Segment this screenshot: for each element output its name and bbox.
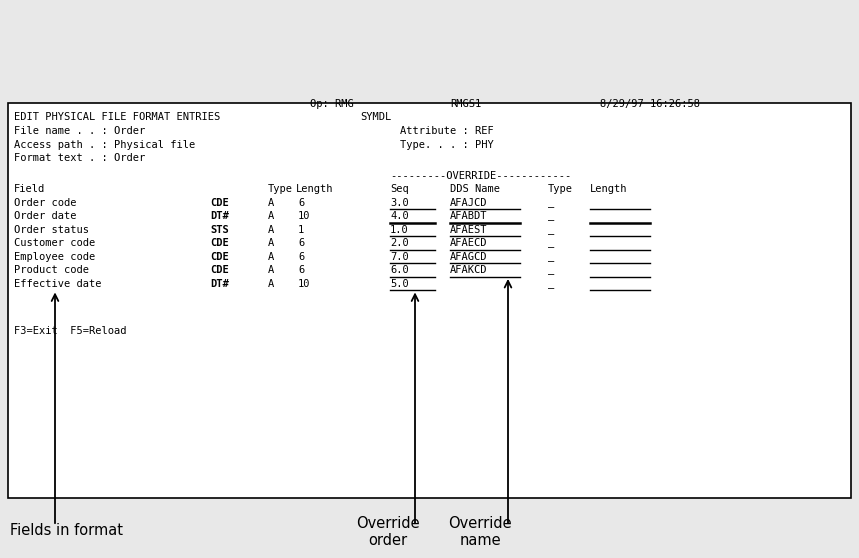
- Text: _: _: [548, 238, 554, 248]
- Text: _: _: [548, 198, 554, 208]
- Text: Order status: Order status: [14, 224, 89, 234]
- Text: DT#: DT#: [210, 211, 228, 221]
- Text: File name . . : Order: File name . . : Order: [14, 126, 145, 136]
- Text: Access path . : Physical file: Access path . : Physical file: [14, 140, 195, 150]
- Text: A: A: [268, 198, 274, 208]
- Text: DDS Name: DDS Name: [450, 184, 500, 194]
- Text: 6.0: 6.0: [390, 265, 409, 275]
- Text: Order date: Order date: [14, 211, 76, 221]
- Text: 5.0: 5.0: [390, 278, 409, 288]
- Text: _: _: [548, 252, 554, 262]
- Text: 7.0: 7.0: [390, 252, 409, 262]
- Text: CDE: CDE: [210, 198, 228, 208]
- Text: AFAEST: AFAEST: [450, 224, 488, 234]
- Text: A: A: [268, 252, 274, 262]
- Text: Format text . : Order: Format text . : Order: [14, 153, 145, 163]
- Text: STS: STS: [210, 224, 228, 234]
- Text: EDIT PHYSICAL FILE FORMAT ENTRIES: EDIT PHYSICAL FILE FORMAT ENTRIES: [14, 113, 220, 123]
- Text: AFAGCD: AFAGCD: [450, 252, 488, 262]
- Text: DT#: DT#: [210, 278, 228, 288]
- Text: Effective date: Effective date: [14, 278, 101, 288]
- Text: A: A: [268, 211, 274, 221]
- Text: _: _: [548, 224, 554, 234]
- Text: Type: Type: [268, 184, 293, 194]
- Text: AFAKCD: AFAKCD: [450, 265, 488, 275]
- Text: A: A: [268, 265, 274, 275]
- Text: 1.0: 1.0: [390, 224, 409, 234]
- Text: ---------OVERRIDE------------: ---------OVERRIDE------------: [390, 171, 571, 181]
- Text: Override
name: Override name: [448, 516, 512, 548]
- Text: 6: 6: [298, 252, 304, 262]
- Text: _: _: [548, 265, 554, 275]
- Text: 10: 10: [298, 278, 310, 288]
- Text: 6: 6: [298, 265, 304, 275]
- Text: Seq: Seq: [390, 184, 409, 194]
- Text: CDE: CDE: [210, 238, 228, 248]
- Text: CDE: CDE: [210, 252, 228, 262]
- Text: 6: 6: [298, 238, 304, 248]
- Text: Op: RMG: Op: RMG: [310, 99, 354, 109]
- Text: Fields in format: Fields in format: [10, 523, 123, 538]
- Text: Order code: Order code: [14, 198, 76, 208]
- Text: 4.0: 4.0: [390, 211, 409, 221]
- Text: _: _: [548, 211, 554, 221]
- Text: 3.0: 3.0: [390, 198, 409, 208]
- Text: RMGS1: RMGS1: [450, 99, 481, 109]
- Text: AFAJCD: AFAJCD: [450, 198, 488, 208]
- Text: Type: Type: [548, 184, 573, 194]
- Text: Product code: Product code: [14, 265, 89, 275]
- Text: CDE: CDE: [210, 265, 228, 275]
- Text: AFABDT: AFABDT: [450, 211, 488, 221]
- Text: AFAECD: AFAECD: [450, 238, 488, 248]
- Text: SYMDL: SYMDL: [360, 113, 391, 123]
- Text: Employee code: Employee code: [14, 252, 95, 262]
- Text: 6: 6: [298, 198, 304, 208]
- Text: A: A: [268, 224, 274, 234]
- Text: Length: Length: [590, 184, 628, 194]
- Text: 10: 10: [298, 211, 310, 221]
- Text: Customer code: Customer code: [14, 238, 95, 248]
- Text: Field: Field: [14, 184, 46, 194]
- Text: 2.0: 2.0: [390, 238, 409, 248]
- Text: A: A: [268, 238, 274, 248]
- Text: F3=Exit  F5=Reload: F3=Exit F5=Reload: [14, 326, 126, 336]
- Text: Override
order: Override order: [356, 516, 420, 548]
- Text: Length: Length: [296, 184, 333, 194]
- Text: Type. . . : PHY: Type. . . : PHY: [400, 140, 494, 150]
- Text: 1: 1: [298, 224, 304, 234]
- FancyBboxPatch shape: [8, 103, 851, 498]
- Text: A: A: [268, 278, 274, 288]
- Text: _: _: [548, 278, 554, 288]
- Text: Attribute : REF: Attribute : REF: [400, 126, 494, 136]
- Text: 8/29/97 16:26:58: 8/29/97 16:26:58: [600, 99, 700, 109]
